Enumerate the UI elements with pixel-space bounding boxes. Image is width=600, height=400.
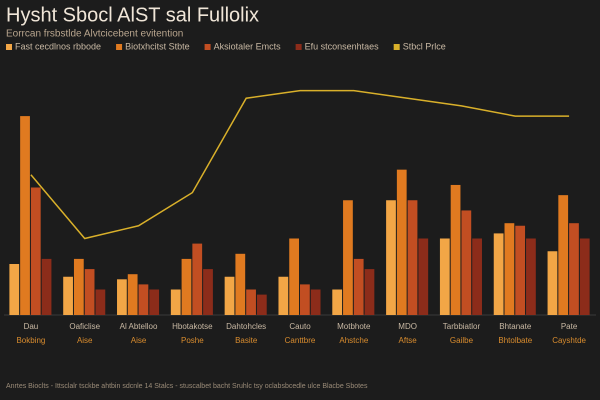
bar [504,223,515,315]
legend-swatch [393,44,400,50]
bar [138,284,149,315]
x-sublabel: Aise [77,336,93,345]
legend-label: Stbcl Prlce [403,41,446,51]
bar [418,238,429,315]
bar [396,169,407,315]
x-sublabel: Bhtolbate [498,336,532,345]
x-sublabel: Aise [131,336,147,345]
bar [579,238,590,315]
x-tick-label: Cauto [289,322,311,331]
legend-label: Efu stconsenhtaes [305,41,380,51]
bar [192,243,203,315]
bar [256,294,267,315]
bar [63,276,73,315]
bar [9,264,20,315]
bar [224,276,235,315]
x-sublabel: Bokbing [16,336,45,345]
legend-label: Aksiotaler Emcts [214,41,282,51]
x-tick-label: Motbhote [337,322,371,331]
x-sublabel: Ahstche [339,336,368,345]
footnote: Anrtes Bioclts - Ittsclalr tsckbe ahtbin… [6,383,368,390]
bar [235,253,246,315]
bar [170,289,181,315]
bar [493,233,504,315]
bar [472,238,482,315]
legend-swatch [6,44,12,50]
bar [558,195,569,315]
line-series [30,89,570,240]
legend-swatch [116,44,123,50]
bar [95,289,106,315]
bar [117,279,127,315]
chart-subtitle: Eorrcan frsbstlde Alvtcicebent evitentio… [6,29,183,40]
x-tick-label: Dahtohcles [226,322,266,331]
bar [353,258,364,315]
bar [569,223,579,315]
x-sublabel: Canttbre [285,336,316,345]
x-sublabel: Poshe [181,336,204,345]
x-sublabel: Basite [235,336,258,345]
x-sublabel: Gailbe [450,336,474,345]
legend-label: Biotxhcitst Stbte [125,41,190,51]
bar [439,238,450,315]
x-tick-label: Hbotakotse [172,322,213,331]
bar [526,238,536,315]
x-tick-label: Pate [561,322,578,331]
bar [300,284,310,315]
bar [30,187,41,315]
bar [84,269,95,315]
x-tick-label: MDO [398,322,417,331]
x-sublabel: Aftse [399,336,418,345]
bar [278,276,289,315]
bar [332,289,343,315]
bar [515,225,526,315]
bar [450,184,461,315]
bar [343,200,353,315]
bar [364,269,375,315]
bar [41,258,52,315]
legend-label: Fast cecdlnos rbbode [15,41,101,51]
bar [289,238,299,315]
bar [461,210,472,315]
legend-swatch [204,44,211,50]
bar [310,289,321,315]
x-sublabel: Cayshtde [552,336,586,345]
x-tick-label: Dau [24,322,39,331]
legend-swatch [295,44,302,50]
bar [127,274,138,315]
chart-title: Hysht Sbocl AlST sal Fullolix [6,4,259,26]
x-tick-label: Al Abtelloo [120,322,158,331]
bar [246,289,256,315]
bar [203,269,213,315]
x-tick-label: Bhtanate [499,322,532,331]
bar [407,200,418,315]
bar [386,200,396,315]
bar [20,116,30,315]
bar [181,258,192,315]
x-tick-label: Oaficlise [69,322,100,331]
x-tick-label: Tarbbiatlor [443,322,481,331]
bar [149,289,160,315]
bar [547,251,558,315]
bar [73,258,84,315]
